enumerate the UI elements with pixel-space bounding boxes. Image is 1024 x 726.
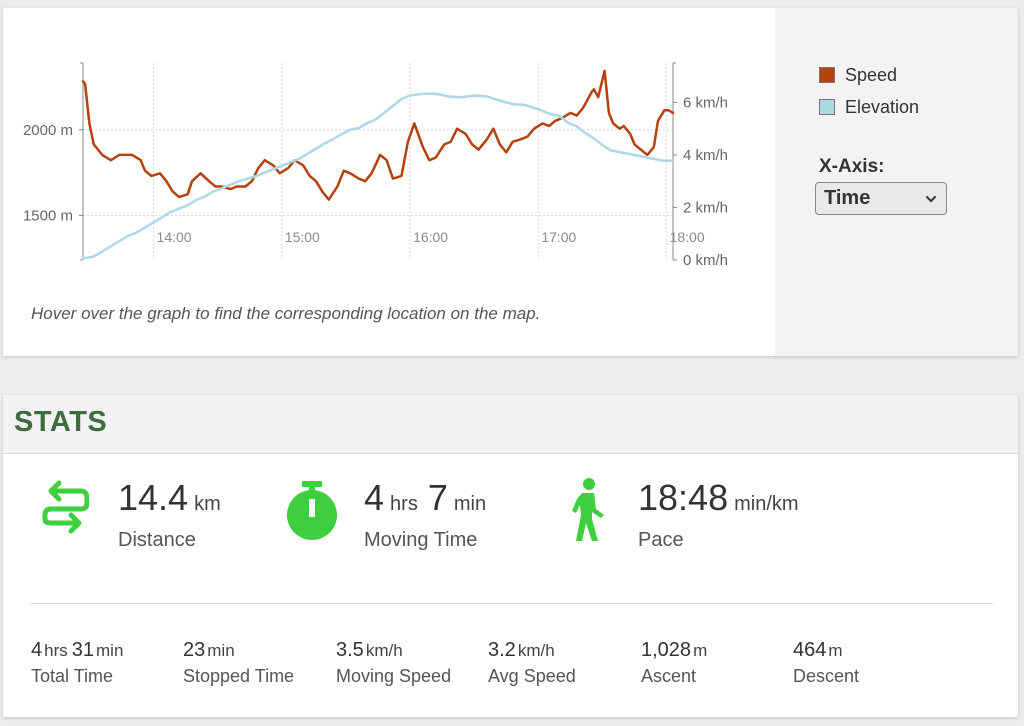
- chart-hint-text: Hover over the graph to find the corresp…: [31, 304, 541, 323]
- moving-time-minutes: 7: [427, 477, 448, 518]
- x-tick-label: 15:00: [285, 229, 320, 245]
- moving-speed-value: 3.5: [336, 639, 364, 661]
- speed-color-swatch: [819, 67, 835, 83]
- moving-speed-label: Moving Speed: [336, 666, 452, 686]
- y-left-tick-label: 1500 m: [23, 207, 73, 224]
- y-right-tick-label: 0 km/h: [683, 252, 728, 269]
- distance-unit: km: [194, 493, 221, 515]
- pace-unit: min/km: [734, 493, 799, 515]
- ascent-value: 1,028: [641, 639, 692, 661]
- moving-time-minutes-unit: min: [453, 493, 487, 515]
- distance-label: Distance: [118, 529, 196, 551]
- pace-value-row: 18:48 min/km: [638, 477, 809, 519]
- total-time-minutes-unit: min: [96, 641, 124, 660]
- distance-value-row: 14.4 km: [118, 477, 231, 519]
- avg-speed-value: 3.2: [488, 639, 516, 661]
- legend-label-elevation: Elevation: [845, 96, 920, 117]
- pace-label: Pace: [638, 529, 684, 551]
- x-tick-label: 18:00: [670, 229, 705, 245]
- descent-value: 464: [793, 639, 827, 661]
- stats-card: STATS 14.4 km Distance 4 hrs 7 min Moving Ti…: [3, 395, 1018, 717]
- legend-label-speed: Speed: [845, 64, 898, 85]
- ascent-stat: 1,028 m Ascent: [641, 639, 711, 686]
- stats-divider: [30, 603, 993, 604]
- moving-time-hours: 4: [364, 477, 385, 518]
- route-arrows-icon: [42, 480, 89, 534]
- x-axis-selected-value: Time: [824, 187, 871, 209]
- chart-area[interactable]: 14:00 15:00 16:00 17:00 18:00 1500 m 2000 m 0 k…: [3, 8, 775, 356]
- total-time-minutes: 31: [71, 639, 94, 661]
- pace-value: 18:48: [638, 477, 729, 518]
- stopped-time-unit: min: [207, 641, 235, 660]
- moving-time-hours-unit: hrs: [390, 493, 418, 515]
- chart-side-panel: Speed Elevation X-Axis: Time: [775, 8, 1018, 356]
- x-tick-label: 16:00: [413, 229, 448, 245]
- x-axis-label: X-Axis:: [819, 156, 885, 177]
- chevron-down-icon: [926, 195, 936, 202]
- legend-item-elevation[interactable]: Elevation: [819, 96, 919, 118]
- stopped-time-label: Stopped Time: [183, 666, 295, 686]
- moving-time-label: Moving Time: [364, 529, 478, 551]
- legend-item-speed[interactable]: Speed: [819, 64, 897, 86]
- ascent-unit: m: [693, 641, 708, 660]
- moving-time-value-row: 4 hrs 7 min: [364, 477, 496, 519]
- speed-series-line: [81, 69, 675, 201]
- y-right-tick-label: 2 km/h: [683, 199, 728, 216]
- stopped-time-value: 23: [183, 639, 206, 661]
- ascent-label: Ascent: [641, 666, 697, 686]
- elevation-color-swatch: [819, 99, 835, 115]
- x-tick-label: 17:00: [541, 229, 576, 245]
- stopped-time-stat: 23 min Stopped Time: [183, 639, 294, 686]
- y-left-tick-label: 2000 m: [23, 122, 73, 139]
- x-tick-label: 14:00: [157, 229, 192, 245]
- moving-speed-unit: km/h: [365, 641, 403, 660]
- elevation-speed-chart[interactable]: 14:00 15:00 16:00 17:00 18:00 1500 m 2000 m 0 k…: [3, 8, 775, 308]
- stats-header: STATS: [3, 395, 1018, 454]
- walking-person-icon: [572, 478, 604, 541]
- x-axis-select[interactable]: Time: [815, 182, 947, 215]
- moving-speed-stat: 3.5 km/h Moving Speed: [336, 639, 451, 686]
- stopwatch-icon: [287, 481, 337, 540]
- elevation-speed-chart-card: 14:00 15:00 16:00 17:00 18:00 1500 m 2000 m 0 k…: [3, 8, 1018, 356]
- avg-speed-unit: km/h: [517, 641, 555, 660]
- descent-stat: 464 m Descent: [793, 639, 859, 686]
- descent-unit: m: [828, 641, 843, 660]
- total-time-hours-unit: hrs: [44, 641, 68, 660]
- total-time-label: Total Time: [31, 666, 114, 686]
- elevation-series-line: [81, 92, 675, 260]
- avg-speed-label: Avg Speed: [488, 666, 576, 686]
- y-right-tick-label: 4 km/h: [683, 147, 728, 164]
- y-right-tick-label: 6 km/h: [683, 94, 728, 111]
- descent-label: Descent: [793, 666, 860, 686]
- stats-title: STATS: [14, 406, 108, 438]
- total-time-stat: 4 hrs 31 min Total Time: [31, 639, 127, 686]
- distance-value: 14.4: [118, 477, 189, 518]
- total-time-hours: 4: [31, 639, 43, 661]
- avg-speed-stat: 3.2 km/h Avg Speed: [488, 639, 576, 686]
